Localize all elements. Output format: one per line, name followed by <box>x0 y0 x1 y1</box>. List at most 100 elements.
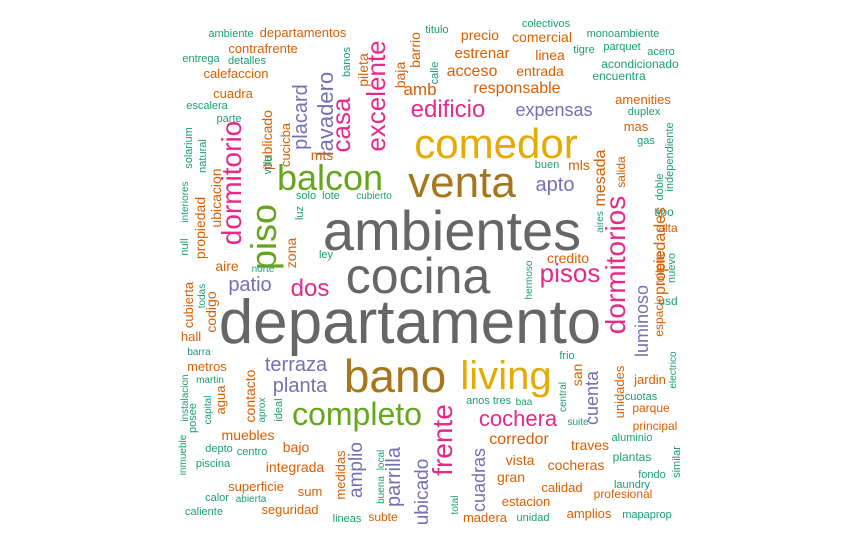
word-parte: parte <box>216 113 241 125</box>
word-solarium: solarium <box>183 127 195 169</box>
word-frio: frio <box>559 350 574 362</box>
word-nuevo: nuevo <box>666 253 678 283</box>
word-excelente: excelente <box>361 40 391 151</box>
word-departamento: departamento <box>219 288 602 357</box>
word-integrada: integrada <box>266 459 325 475</box>
word-amb: amb <box>403 80 436 99</box>
word-norte: norte <box>252 264 275 275</box>
word-mas: mas <box>624 119 649 134</box>
word-tipo: tipo <box>654 205 674 219</box>
word-dormitorio: dormitorio <box>216 121 247 245</box>
word-suite: suite <box>567 417 589 428</box>
word-baa: baa <box>516 397 533 408</box>
word-abierta: abierta <box>236 494 267 505</box>
word-cuadra: cuadra <box>213 86 254 101</box>
word-barra: barra <box>187 347 211 358</box>
word-apto: apto <box>536 174 575 196</box>
word-monoambiente: monoambiente <box>587 28 660 40</box>
word-cocina: cocina <box>346 248 491 304</box>
word-doble: doble <box>654 174 666 201</box>
word-inmueble: inmueble <box>178 434 189 475</box>
word-bajo: bajo <box>283 439 310 455</box>
word-usd: usd <box>658 294 677 308</box>
word-mapaprop: mapaprop <box>622 509 672 521</box>
word-corredor: corredor <box>489 431 549 448</box>
word-ambiente: ambiente <box>208 28 253 40</box>
word-muebles: muebles <box>222 427 275 443</box>
word-lavadero: lavadero <box>313 72 338 156</box>
word-terraza: terraza <box>265 354 328 376</box>
word-centro: centro <box>237 446 268 458</box>
word-solo: solo <box>296 190 316 202</box>
word-casa: casa <box>326 97 356 152</box>
word-subte: subte <box>368 510 398 524</box>
word-colectivos: colectivos <box>522 18 571 30</box>
word-banos: banos <box>341 47 353 77</box>
word-capital: capital <box>203 396 214 425</box>
word-acceso: acceso <box>447 63 498 80</box>
word-balcon: balcon <box>277 157 383 198</box>
word-planta: planta <box>273 375 328 397</box>
word-tigre: tigre <box>573 44 594 56</box>
word-luminoso: luminoso <box>632 285 652 357</box>
word-electrico: electrico <box>668 351 679 389</box>
word-cuadras: cuadras <box>469 448 489 512</box>
word-vista: vista <box>506 452 535 468</box>
word-mts: mts <box>311 147 334 163</box>
word-credito: credito <box>547 250 589 266</box>
word-zona: zona <box>283 238 299 269</box>
word-cuenta: cuenta <box>582 370 602 425</box>
word-barrio: barrio <box>407 32 423 68</box>
word-amenities: amenities <box>615 92 671 107</box>
word-aire: aire <box>215 258 239 274</box>
word-comercial: comercial <box>512 29 572 45</box>
word-living: living <box>460 354 551 398</box>
word-codigo: codigo <box>203 291 219 332</box>
word-aires: aires <box>595 211 606 233</box>
word-gran: gran <box>497 469 525 485</box>
word-cochera: cochera <box>479 406 558 431</box>
word-cubierta: cubierta <box>181 281 196 328</box>
word-titulo: titulo <box>425 24 448 36</box>
word-precio: precio <box>461 27 499 43</box>
word-todas: todas <box>197 284 208 308</box>
word-unidad: unidad <box>516 512 549 524</box>
word-pisos: pisos <box>540 258 601 288</box>
word-entrega: entrega <box>182 53 220 65</box>
word-detalles: detalles <box>228 55 266 67</box>
word-alta: alta <box>658 221 678 235</box>
word-independiente: independiente <box>664 122 676 191</box>
word-lote: lote <box>322 190 340 202</box>
word-pileta: pileta <box>355 53 371 87</box>
word-lineas: lineas <box>333 513 362 525</box>
word-aprox: aprox <box>257 397 268 422</box>
word-baja: baja <box>392 62 408 89</box>
word-posee: posee <box>187 403 199 433</box>
word-propiedad: propiedad <box>192 197 208 259</box>
word-jardin: jardin <box>633 372 666 387</box>
word-hermoso: hermoso <box>524 260 535 299</box>
word-sum: sum <box>298 484 323 499</box>
word-laundry: laundry <box>614 479 651 491</box>
word-piscina: piscina <box>196 458 231 470</box>
word-dos: dos <box>291 275 330 302</box>
word-local: local <box>376 450 387 471</box>
word-luz: luz <box>294 206 306 220</box>
word-caliente: caliente <box>185 506 223 518</box>
word-instalacion: instalacion <box>180 374 191 421</box>
word-natural: natural <box>197 139 209 173</box>
word-responsable: responsable <box>473 80 560 97</box>
word-cocheras: cocheras <box>548 457 605 473</box>
word-cucicba: cucicba <box>278 122 293 167</box>
word-piso: piso <box>243 204 284 270</box>
word-seguridad: seguridad <box>261 502 318 517</box>
word-ubicado: ubicado <box>412 459 433 526</box>
word-cuotas: cuotas <box>625 391 658 403</box>
word-agua: agua <box>213 385 228 415</box>
word-departamentos: departamentos <box>260 25 347 40</box>
word-parrilla: parrilla <box>383 446 405 507</box>
word-null: null <box>179 238 191 255</box>
word-plantas: plantas <box>613 450 652 464</box>
word-duplex: duplex <box>628 106 661 118</box>
word-medidas: medidas <box>333 450 348 500</box>
